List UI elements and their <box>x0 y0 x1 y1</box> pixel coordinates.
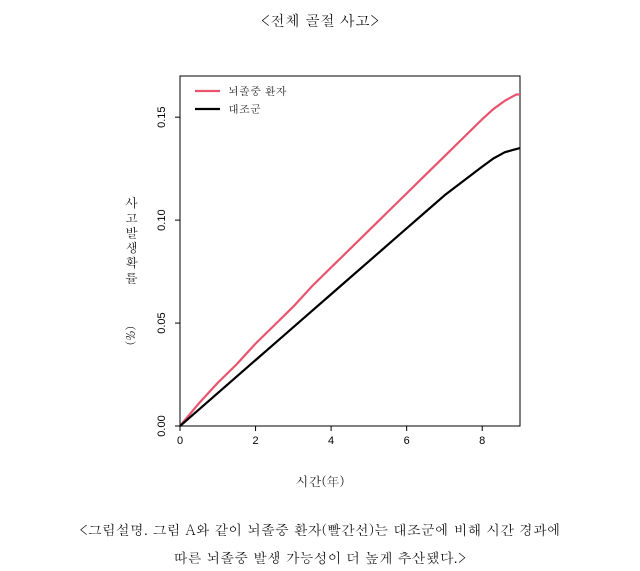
svg-text:0.10: 0.10 <box>156 209 168 230</box>
svg-text:0.00: 0.00 <box>156 415 168 436</box>
svg-text:4: 4 <box>328 435 334 447</box>
x-axis-label: 시간(年) <box>0 471 640 490</box>
line-chart: 0 2 4 6 8 0.00 0.05 0.10 0.15 뇌졸중 환자대조군 <box>100 46 540 466</box>
svg-text:0.15: 0.15 <box>156 106 168 127</box>
svg-text:6: 6 <box>404 435 410 447</box>
y-axis-unit: (%) <box>122 326 139 345</box>
svg-text:0: 0 <box>177 435 183 447</box>
caption: <그림설명. 그림 A와 같이 뇌졸중 환자(빨간선)는 대조군에 비해 시간 … <box>0 515 640 571</box>
caption-line-2: 따른 뇌졸중 발생 가능성이 더 높게 추산됐다.> <box>20 543 620 571</box>
caption-line-1: <그림설명. 그림 A와 같이 뇌졸중 환자(빨간선)는 대조군에 비해 시간 … <box>20 515 620 543</box>
svg-text:대조군: 대조군 <box>228 102 261 117</box>
chart-title: <전체 골절 사고> <box>0 0 640 31</box>
chart-container: 0 2 4 6 8 0.00 0.05 0.10 0.15 뇌졸중 환자대조군 사고발생확률 (%… <box>100 46 540 466</box>
svg-text:2: 2 <box>252 435 258 447</box>
svg-text:0.05: 0.05 <box>156 312 168 333</box>
svg-text:뇌졸중 환자: 뇌졸중 환자 <box>228 84 287 99</box>
y-axis-label: 사고발생확률 <box>122 196 141 286</box>
svg-text:8: 8 <box>479 435 485 447</box>
